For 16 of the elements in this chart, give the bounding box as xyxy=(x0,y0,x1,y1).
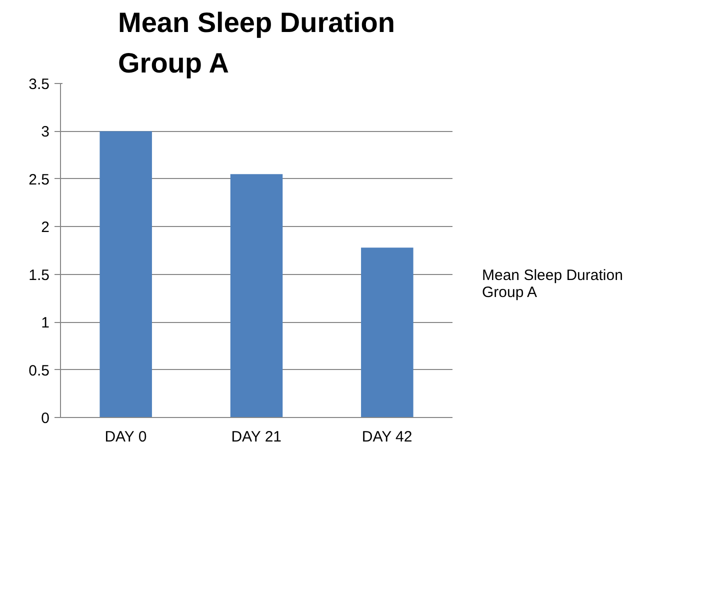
y-tick-label: 0 xyxy=(41,410,50,427)
y-tick-label: 3 xyxy=(41,124,50,141)
y-tick-label: 1.5 xyxy=(28,266,50,284)
y-tick-label: 2.5 xyxy=(28,171,50,188)
y-tick-label: 2 xyxy=(41,219,50,236)
y-tick-label: 0.5 xyxy=(28,362,50,380)
bar xyxy=(230,174,283,418)
bar xyxy=(100,131,152,418)
x-tick-label: DAY 42 xyxy=(362,428,412,446)
y-tick-label: 1 xyxy=(41,314,50,332)
bar xyxy=(361,248,414,418)
chart-title: Mean Sleep Duration Group A xyxy=(118,7,395,78)
x-tick-label: DAY 0 xyxy=(104,428,147,446)
y-tick-label: 3.5 xyxy=(28,76,50,93)
text: Mean Sleep Duration Group A xyxy=(482,266,623,300)
x-tick-label: DAY 21 xyxy=(231,428,282,446)
